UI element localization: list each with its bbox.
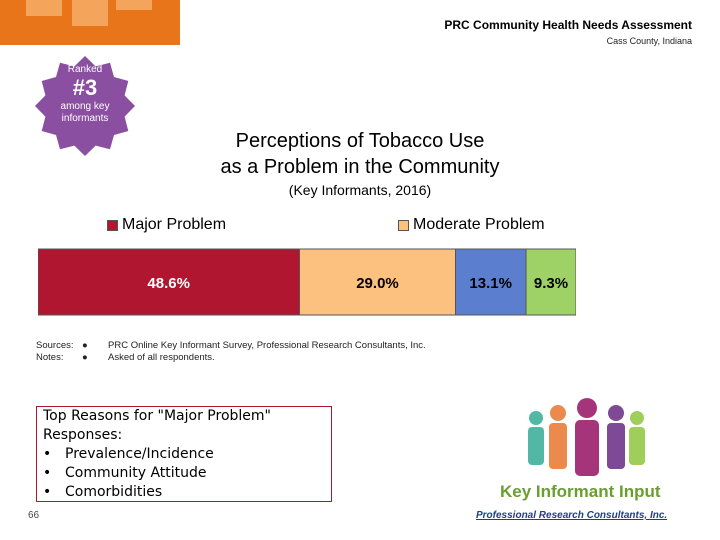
list-item: Prevalence/Incidence (43, 445, 325, 464)
data-label: 13.1% (469, 275, 512, 292)
stacked-bar-chart: 48.6% 29.0% 13.1% 9.3% (38, 248, 576, 316)
legend-item-moderate: Moderate Problem (398, 216, 545, 234)
report-location: Cass County, Indiana (606, 36, 692, 46)
bullet-icon: ● (82, 340, 88, 351)
rank-ranked-label: Ranked (67, 64, 103, 75)
top-reasons-box: Top Reasons for "Major Problem" Response… (36, 406, 332, 502)
legend-item-major: Major Problem (107, 216, 226, 234)
reasons-list: Prevalence/Incidence Community Attitude … (43, 445, 325, 502)
legend-label-major: Major Problem (122, 216, 227, 233)
bullet-icon: ● (82, 352, 88, 363)
legend-label-moderate: Moderate Problem (413, 216, 545, 233)
rank-among-label: among key informants (60, 101, 110, 124)
starburst-icon (35, 56, 135, 156)
list-item: Community Attitude (43, 464, 325, 483)
prc-logo: Professional Research Consultants, Inc. (476, 510, 668, 521)
data-label: 48.6% (147, 275, 190, 292)
sources-text: PRC Online Key Informant Survey, Profess… (108, 340, 426, 351)
corner-tile (72, 0, 108, 26)
bar-segment-moderate (299, 248, 456, 316)
page-number: 66 (28, 510, 40, 521)
notes-label: Notes: (36, 352, 64, 363)
data-label: 9.3% (534, 275, 568, 292)
notes-text: Asked of all respondents. (108, 352, 215, 363)
bar-segment-4 (525, 248, 576, 316)
header-corner-graphic (0, 0, 180, 45)
rank-badge: Ranked #3 among key informants (34, 55, 136, 157)
report-title: PRC Community Health Needs Assessment (444, 18, 692, 32)
bar-segment-major (38, 248, 300, 316)
key-informant-label: Key Informant Input (500, 482, 661, 501)
reasons-title: Top Reasons for "Major Problem" Response… (43, 408, 271, 443)
data-label: 29.0% (356, 275, 399, 292)
chart-title-line2: as a Problem in the Community (220, 156, 500, 178)
chart-title: Perceptions of Tobacco Use as a Problem … (160, 128, 560, 180)
legend-swatch-major (107, 219, 118, 231)
corner-tile (116, 0, 152, 10)
corner-tile (26, 0, 62, 16)
chart-subtitle: (Key Informants, 2016) (288, 182, 432, 198)
people-group-icon (528, 398, 645, 476)
chart-title-line1: Perceptions of Tobacco Use (235, 130, 485, 152)
list-item: Comorbidities (43, 483, 325, 502)
legend-swatch-moderate (398, 219, 409, 231)
rank-number: #3 (72, 75, 98, 100)
sources-label: Sources: (36, 340, 74, 351)
